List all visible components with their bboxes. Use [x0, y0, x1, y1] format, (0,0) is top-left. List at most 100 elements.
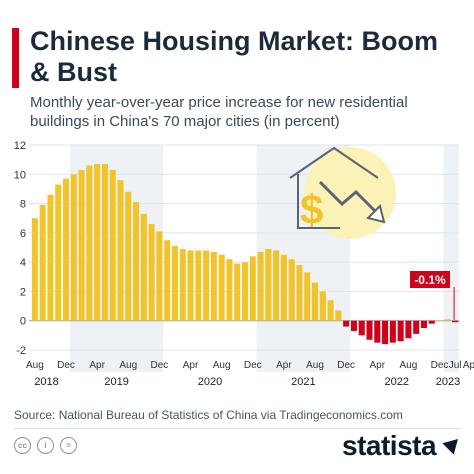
bar [280, 254, 287, 321]
bar [436, 320, 443, 322]
x-month-label: Aug [400, 360, 418, 371]
bar [304, 272, 311, 321]
bar [428, 320, 435, 324]
x-month-label: Dec [337, 360, 355, 371]
bar [257, 251, 264, 321]
bar [62, 178, 70, 321]
bar [397, 320, 404, 342]
title-accent-bar [12, 28, 19, 88]
x-month-label: Dec [431, 360, 449, 371]
chart-subtitle: Monthly year-over-year price increase fo… [30, 94, 408, 130]
bar [125, 191, 132, 321]
bar [171, 246, 178, 321]
bar [327, 300, 334, 321]
equal-icon[interactable]: = [60, 437, 77, 454]
x-month-label: Dec [151, 360, 169, 371]
y-axis: -2 0 2 4 6 8 10 12 [14, 140, 26, 357]
bar [86, 165, 93, 321]
x-month-label: Apr [276, 360, 292, 371]
x-month-label: Apr [89, 360, 105, 371]
bar [296, 265, 303, 321]
house-price-drop-icon: $ [289, 146, 396, 239]
bar [31, 218, 38, 321]
brand-logo[interactable]: statista [342, 430, 437, 461]
bar [420, 320, 428, 329]
highlight-callout: -0.1% [410, 271, 455, 320]
x-year-label: 2021 [291, 376, 315, 388]
bar [405, 320, 412, 339]
bar [444, 319, 451, 321]
x-month-label: Dec [57, 360, 75, 371]
bar [413, 320, 420, 334]
y-tick-label: 10 [14, 169, 26, 181]
bar [55, 184, 62, 321]
x-month-label: Aug [306, 360, 324, 371]
bar [39, 205, 46, 321]
x-year-label: 2019 [104, 376, 128, 388]
bar [366, 320, 373, 340]
bar [226, 259, 233, 321]
y-tick-label: 4 [20, 257, 26, 269]
x-month-label: Dec [244, 360, 262, 371]
svg-text:$: $ [300, 186, 323, 233]
footer-divider [14, 428, 460, 429]
bar [343, 320, 350, 327]
bar [350, 320, 357, 331]
x-month-label: Apr [183, 360, 199, 371]
bar [249, 256, 256, 321]
y-tick-label: 2 [20, 286, 26, 298]
bar [148, 224, 155, 321]
y-tick-label: 6 [20, 228, 26, 240]
x-month-label: Aug [26, 360, 44, 371]
x-year-label: 2023 [436, 376, 460, 388]
bar [241, 262, 249, 321]
bar [109, 169, 116, 321]
bar [234, 263, 241, 321]
bar [94, 164, 101, 321]
info-icon[interactable]: i [37, 437, 54, 454]
bar [140, 213, 147, 321]
bar [265, 248, 272, 321]
x-month-label: Apr [370, 360, 386, 371]
bar [319, 291, 326, 321]
y-tick-label: 0 [20, 316, 26, 328]
cc-icon[interactable]: cc [14, 437, 31, 454]
bar [78, 169, 85, 321]
y-tick-label: 8 [20, 199, 26, 211]
x-axis: Aug Dec Apr Aug Dec Apr Aug Dec Apr Aug Dec Apr Aug D… [26, 360, 474, 388]
y-tick-label: 12 [14, 140, 26, 152]
highlight-badge [410, 271, 450, 288]
bar [187, 250, 194, 321]
bar [312, 282, 319, 321]
chart-title: Chinese Housing Market: Boom & Bust [30, 26, 439, 87]
chart: $ -2 0 2 4 6 8 10 12 Aug Dec Apr Aug Dec Apr Aug Dec Ap… [14, 140, 474, 388]
bar [382, 320, 389, 345]
bar [288, 259, 295, 321]
bar [389, 320, 396, 343]
bar [47, 194, 54, 321]
y-tick-label: -2 [16, 345, 26, 357]
bar [203, 250, 210, 321]
year-band [443, 145, 459, 372]
bar [156, 231, 163, 321]
x-year-label: 2018 [34, 376, 58, 388]
bar [195, 250, 202, 321]
bar [273, 250, 280, 321]
bar [210, 251, 217, 321]
brand-mark-icon [442, 433, 464, 455]
x-month-label: Aug [119, 360, 137, 371]
highlight-label: -0.1% [414, 273, 446, 287]
x-month-label: Aug [213, 360, 231, 371]
bar [133, 202, 140, 321]
bar [101, 164, 108, 321]
bars [31, 164, 459, 345]
bar [164, 240, 171, 321]
year-band [69, 145, 164, 372]
bar [335, 310, 342, 321]
bar [452, 320, 459, 323]
bar [374, 320, 381, 343]
bar [218, 254, 225, 321]
bar [70, 174, 77, 321]
bar [117, 180, 124, 321]
license-icons: cc i = [14, 437, 77, 454]
